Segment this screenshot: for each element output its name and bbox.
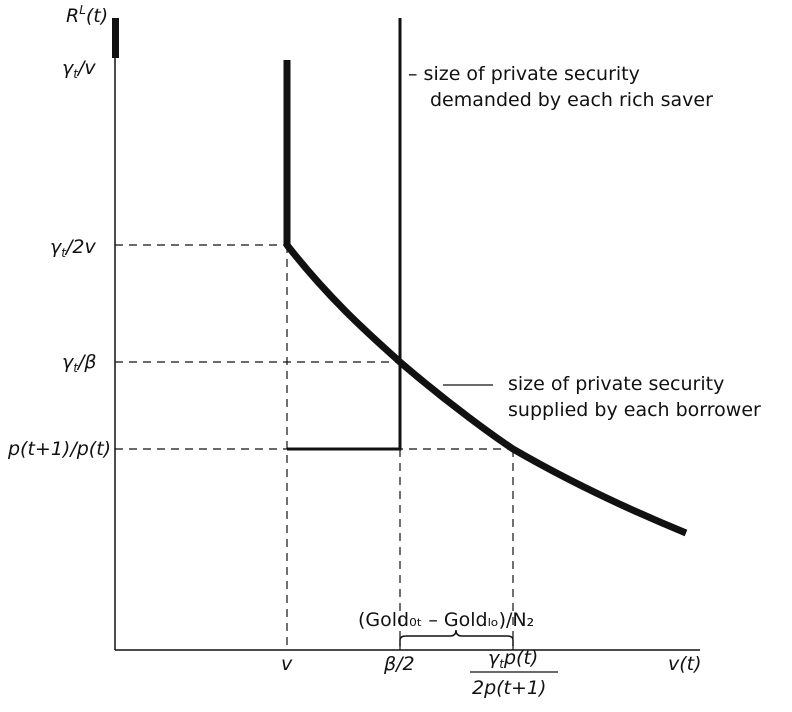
y-tick-gamma-over-2v: γt/2v <box>50 236 96 260</box>
y-tick-gamma-over-v: γt/v <box>62 57 96 81</box>
demand-annotation-line1: – size of private security <box>408 63 640 85</box>
demand-annotation-line2: demanded by each rich saver <box>430 89 713 111</box>
x-tick-fraction-numerator: γtp(t) <box>488 647 538 671</box>
x-axis-label: v(t) <box>668 653 702 675</box>
supply-annotation-line1: size of private security <box>508 373 724 395</box>
x-tick-v: v <box>281 653 293 675</box>
y-tick-gamma-over-beta: γt/β <box>62 351 97 375</box>
supply-annotation-line2: supplied by each borrower <box>508 399 761 421</box>
y-axis-top-mark <box>112 18 119 58</box>
gold-difference-label: (Gold₀ₜ – Goldₗₒ)/N₂ <box>358 609 534 631</box>
x-tick-beta-half: β/2 <box>383 653 415 675</box>
x-tick-fraction-denominator: 2p(t+1) <box>472 677 546 699</box>
supply-curve <box>283 60 688 537</box>
demand-curve <box>287 18 402 451</box>
y-tick-price-ratio: p(t+1)/p(t) <box>7 438 111 460</box>
y-axis-label: RL(t) <box>66 3 108 27</box>
gold-brace <box>399 629 514 646</box>
